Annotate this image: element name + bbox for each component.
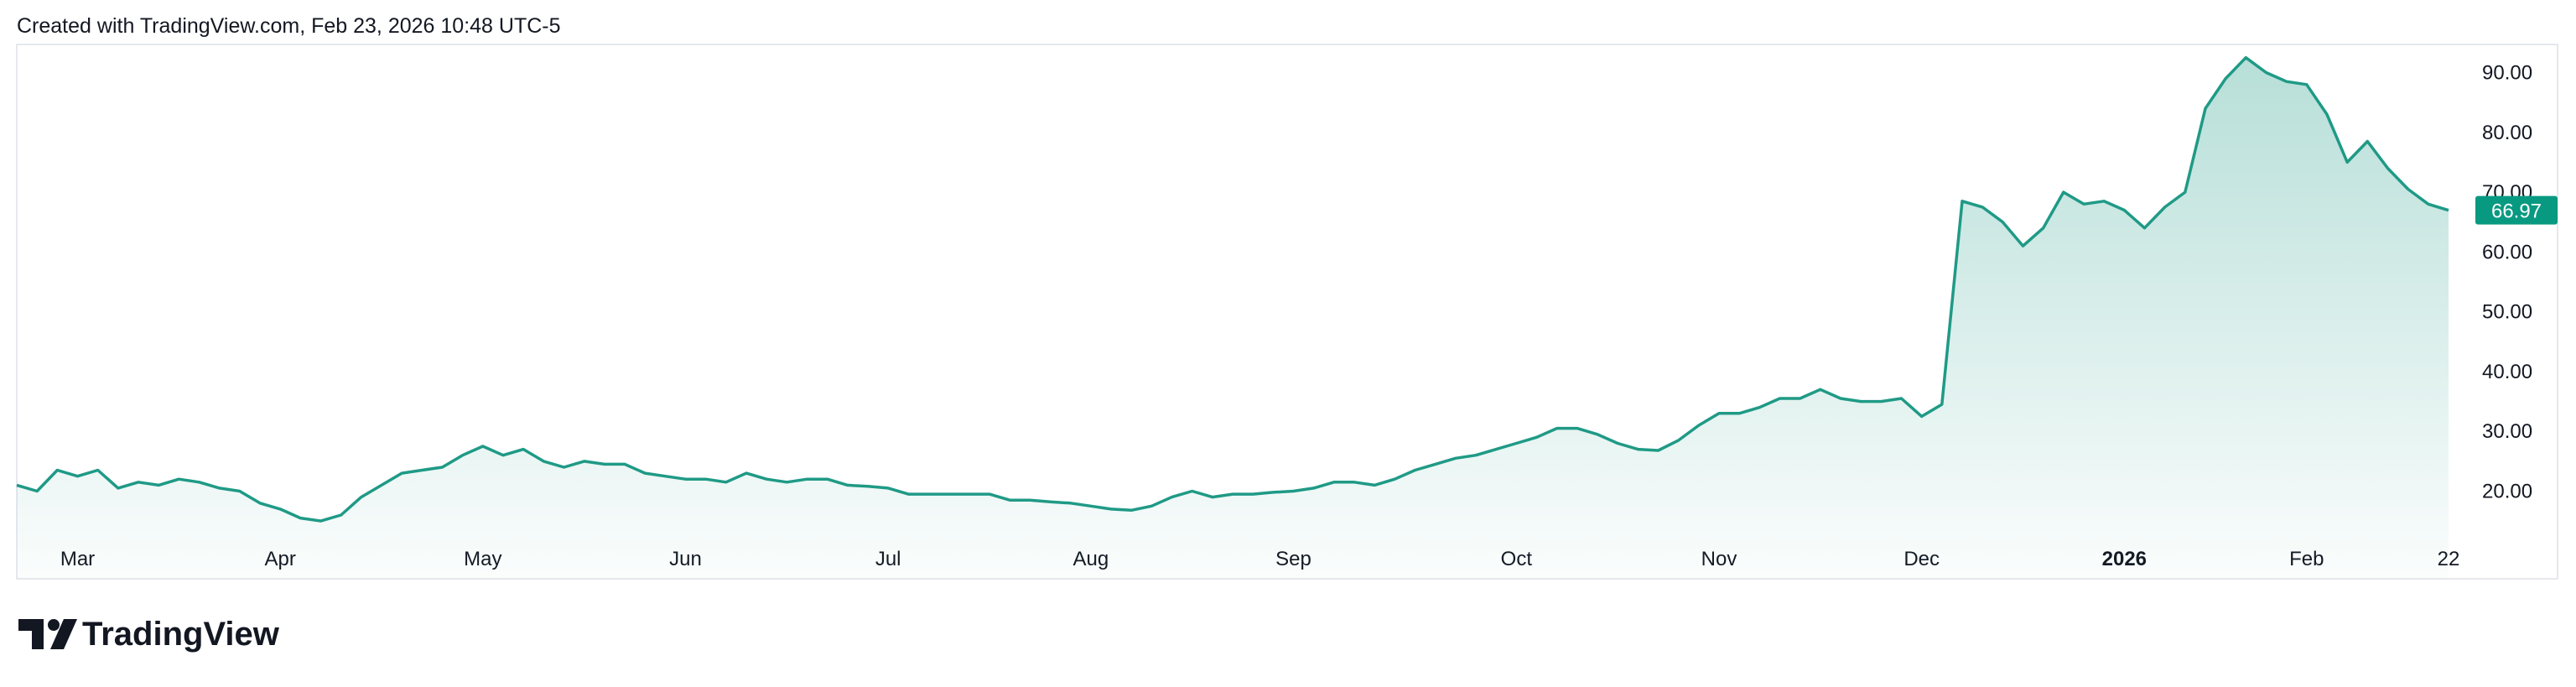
last-price-tag (2475, 195, 2558, 225)
y-tick-label: 50.00 (2482, 301, 2532, 324)
y-tick-label: 20.00 (2482, 480, 2532, 502)
y-tick-label: 60.00 (2482, 241, 2532, 263)
logo-mark (18, 619, 44, 649)
logo-mark (48, 619, 60, 631)
logo-mark (50, 619, 77, 649)
y-tick-label: 40.00 (2482, 361, 2532, 383)
brand-logo (18, 619, 77, 649)
area-fill (17, 57, 2449, 578)
header-text: Created with TradingView.com, Feb 23, 20… (17, 14, 561, 38)
last-price-label: 66.97 (2491, 200, 2542, 223)
y-tick-label: 80.00 (2482, 122, 2532, 144)
chart-frame (16, 44, 2558, 580)
brand-name: TradingView (82, 616, 280, 653)
y-tick-label: 90.00 (2482, 62, 2532, 85)
y-tick-label: 30.00 (2482, 420, 2532, 443)
plot-area: 20.0030.0040.0050.0060.0070.0080.0090.00… (16, 55, 2558, 578)
price-line (16, 55, 2449, 523)
